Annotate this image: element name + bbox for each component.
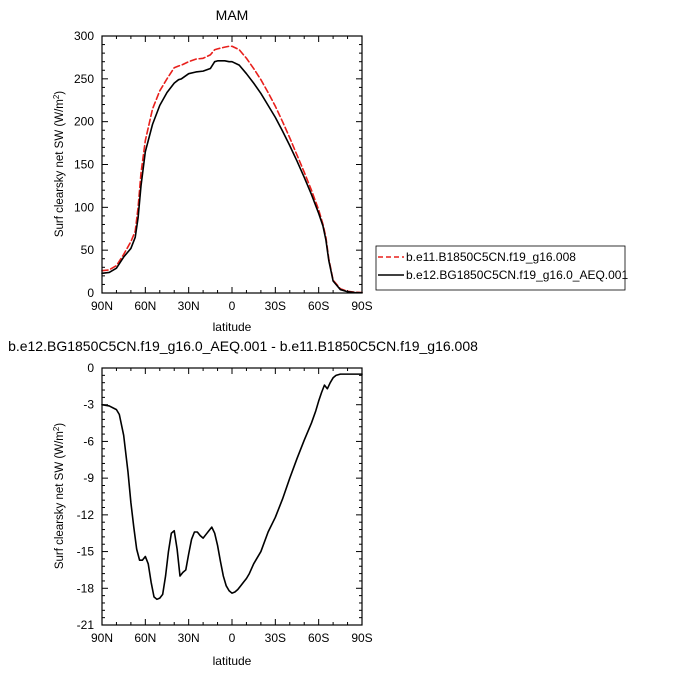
bottom-chart-x-tick-label: 60N: [134, 631, 156, 645]
top-chart-y-tick-label: 200: [74, 115, 94, 129]
top-chart-x-axis-label: latitude: [213, 320, 252, 334]
bottom-chart-y-tick-label: -9: [83, 471, 94, 485]
top-chart-x-tick-label: 0: [229, 299, 236, 313]
bottom-chart-y-tick-label: -21: [77, 618, 95, 632]
bottom-chart-y-tick-label: -12: [77, 508, 95, 522]
top-chart-x-tick-label: 90N: [91, 299, 113, 313]
top-chart-ticks: 90N 60N 30N 0 30S 60S 90S 0 50 100 150 200 250 300: [74, 29, 373, 313]
top-chart-y-tick-label: 250: [74, 72, 94, 86]
bottom-chart-x-tick-label: 30S: [265, 631, 286, 645]
top-chart-y-tick-label: 50: [81, 243, 95, 257]
top-chart-y-axis-label-close: ): [54, 91, 66, 95]
top-chart-y-tick-label: 300: [74, 29, 94, 43]
top-chart-series-line-2: [101, 60, 363, 294]
top-chart-series-line-1: [101, 45, 363, 294]
top-chart-title: MAM: [216, 7, 249, 23]
top-chart-y-tick-label: 150: [74, 158, 94, 172]
top-chart-y-axis-label-main: Surf clearsky net SW (W/m: [54, 99, 66, 237]
bottom-chart-y-tick-label: -15: [77, 545, 95, 559]
legend-label-series-2: b.e12.BG1850C5CN.f19_g16.0_AEQ.001: [406, 268, 628, 282]
bottom-chart-y-tick-label: -6: [83, 434, 94, 448]
top-chart-x-tick-label: 30N: [178, 299, 200, 313]
bottom-chart-ticks: 90N 60N 30N 0 30S 60S 90S 0 -3 -6 -9 -12 -15 -18 -21: [77, 361, 373, 645]
legend-box: [375, 245, 626, 291]
top-chart-x-tick-label: 90S: [351, 299, 372, 313]
bottom-chart-y-axis-label-superscript: 2: [52, 426, 61, 431]
bottom-chart-series: [101, 373, 363, 601]
bottom-chart: b.e12.BG1850C5CN.f19_g16.0_AEQ.001 - b.e…: [8, 338, 478, 668]
bottom-chart-plot-frame: [101, 367, 363, 626]
top-chart-series: [101, 45, 363, 294]
bottom-chart-x-tick-label: 90N: [91, 631, 113, 645]
chart-legend: b.e11.B1850C5CN.f19_g16.008 b.e12.BG1850…: [375, 245, 628, 291]
bottom-chart-y-axis-label-main: Surf clearsky net SW (W/m: [54, 431, 66, 569]
bottom-chart-y-tick-label: 0: [87, 361, 94, 375]
top-chart-x-tick-label: 60S: [308, 299, 329, 313]
bottom-chart-x-tick-label: 0: [229, 631, 236, 645]
bottom-chart-x-tick-label: 30N: [178, 631, 200, 645]
top-chart-y-axis-label-superscript: 2: [52, 94, 61, 99]
top-chart-x-tick-label: 60N: [134, 299, 156, 313]
legend-label-series-1: b.e11.B1850C5CN.f19_g16.008: [406, 250, 576, 264]
top-chart-y-tick-label: 100: [74, 200, 94, 214]
bottom-chart-y-axis-label-close: ): [54, 423, 66, 427]
bottom-chart-x-axis-label: latitude: [213, 654, 252, 668]
top-chart-y-tick-label: 0: [87, 286, 94, 300]
top-chart-y-axis-label: Surf clearsky net SW (W/m2): [52, 91, 66, 237]
bottom-chart-y-axis-label: Surf clearsky net SW (W/m2): [52, 423, 66, 569]
top-chart: MAM 90N 60N 30N 0 30S 60S 90S 0 50 100 150 200 250 30…: [52, 7, 373, 334]
top-chart-x-tick-label: 30S: [265, 299, 286, 313]
top-chart-plot-frame: [101, 35, 363, 294]
bottom-chart-y-tick-label: -18: [77, 581, 95, 595]
bottom-chart-x-tick-label: 90S: [351, 631, 372, 645]
bottom-chart-series-line-1: [101, 373, 363, 601]
bottom-chart-x-tick-label: 60S: [308, 631, 329, 645]
bottom-chart-title: b.e12.BG1850C5CN.f19_g16.0_AEQ.001 - b.e…: [8, 338, 478, 354]
bottom-chart-y-tick-label: -3: [83, 398, 94, 412]
